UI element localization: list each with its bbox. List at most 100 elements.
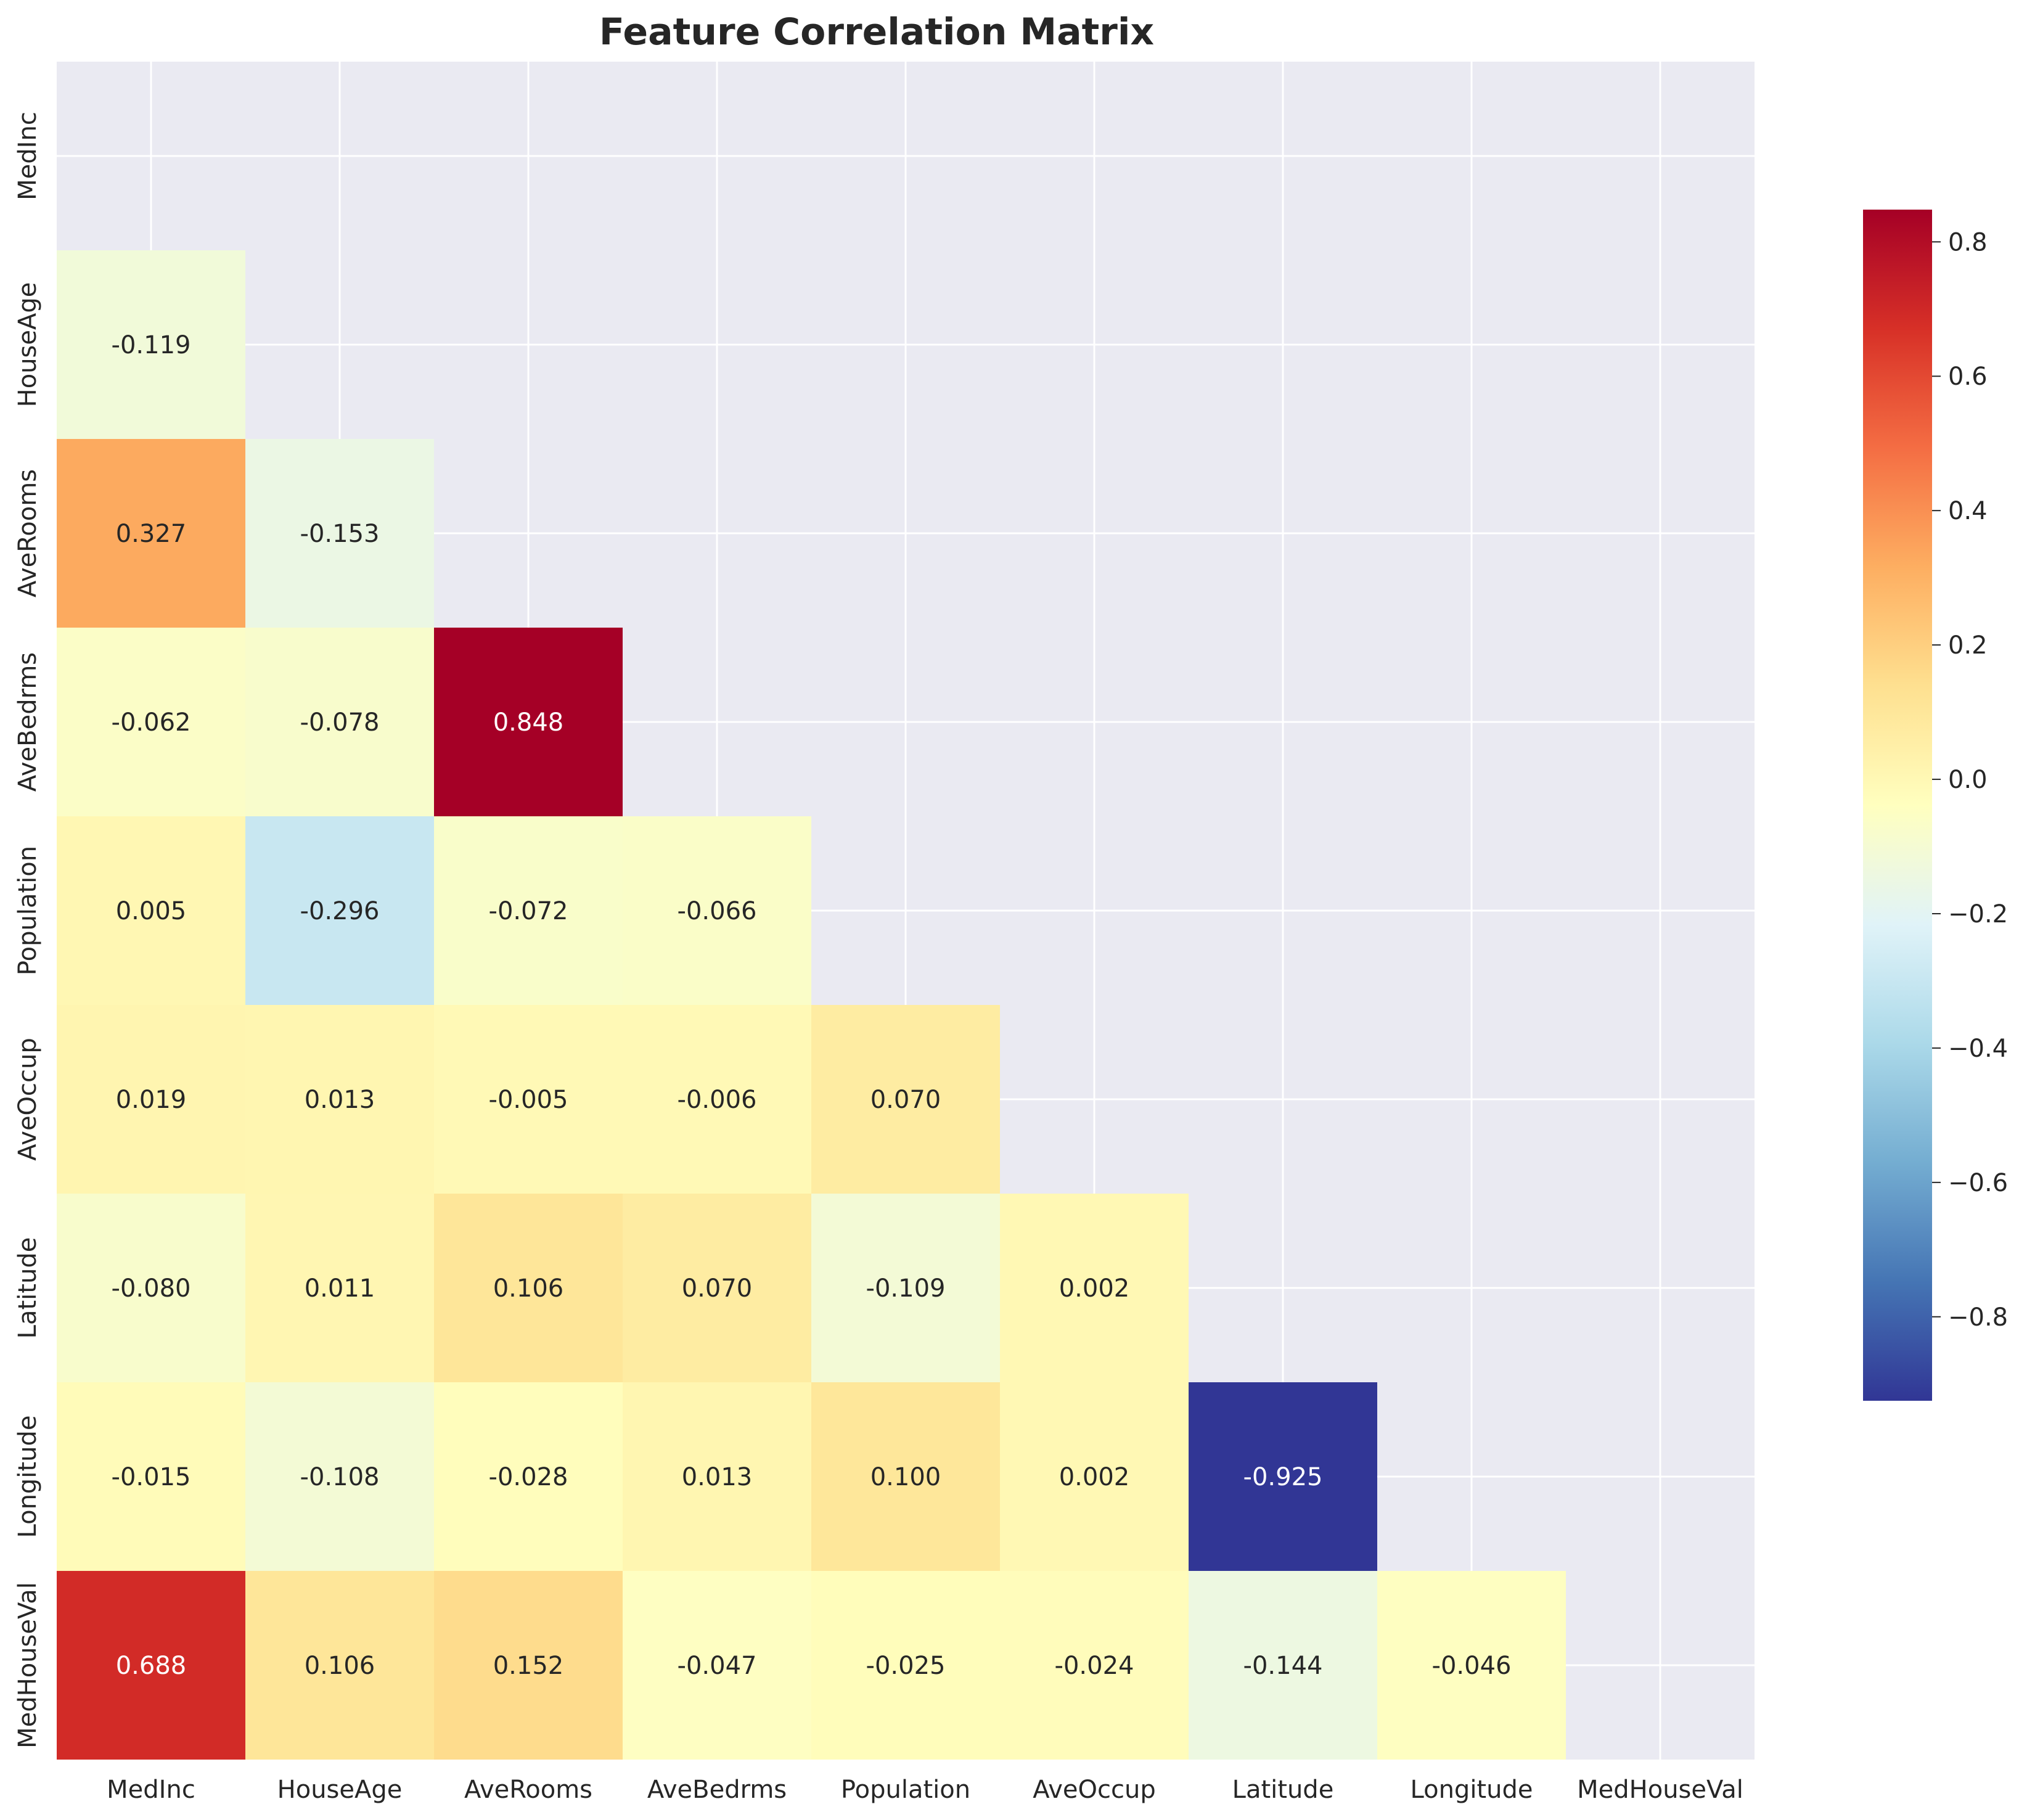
colorbar-gradient — [1863, 210, 1932, 1401]
colorbar-tick-label: 0.8 — [1948, 228, 1988, 256]
plot-area: -0.119 0.327 -0.153 -0.062 -0.078 0.848 0.005 -… — [14, 62, 1755, 1804]
heatmap-cell — [434, 1382, 623, 1571]
cell-value-label: 0.327 — [116, 520, 187, 548]
heatmap-cell — [245, 1194, 434, 1382]
y-tick-label: Population — [14, 846, 42, 975]
heatmap-cell — [57, 628, 245, 816]
cell-value-label: -0.080 — [112, 1274, 191, 1303]
x-tick-label: Latitude — [1232, 1776, 1334, 1804]
cell-value-label: -0.066 — [678, 897, 757, 925]
heatmap-cell — [811, 1005, 1000, 1194]
heatmap-cell — [245, 1005, 434, 1194]
heatmap-cell — [811, 1382, 1000, 1571]
cell-value-label: -0.015 — [112, 1463, 191, 1491]
cell-value-label: 0.011 — [305, 1274, 375, 1303]
cell-value-label: 0.070 — [682, 1274, 753, 1303]
heatmap-cell — [434, 1194, 623, 1382]
colorbar-tick-label: −0.8 — [1948, 1303, 2008, 1332]
y-tick-labels: MedInc HouseAge AveRooms AveBedrms Populatio… — [14, 112, 42, 1748]
y-tick-label: AveOccup — [14, 1038, 42, 1161]
cell-value-label: -0.296 — [300, 897, 380, 925]
x-tick-labels: MedInc HouseAge AveRooms AveBedrms Populatio… — [107, 1776, 1743, 1804]
cell-value-label: 0.100 — [870, 1463, 941, 1491]
cell-value-label: -0.006 — [678, 1086, 757, 1114]
cell-value-label: -0.025 — [866, 1652, 946, 1680]
y-tick-label: MedInc — [14, 112, 42, 200]
cell-value-label: 0.005 — [116, 897, 187, 925]
heatmap-cell — [623, 1005, 811, 1194]
heatmap-cell — [57, 439, 245, 628]
heatmap-cell — [623, 816, 811, 1005]
heatmap-cell — [1377, 1571, 1566, 1760]
heatmap-cell — [57, 1194, 245, 1382]
colorbar-tick-label: 0.2 — [1948, 631, 1988, 660]
heatmap-cell — [1189, 1571, 1377, 1760]
x-tick-label: MedHouseVal — [1577, 1776, 1743, 1804]
colorbar-tick-label: −0.4 — [1948, 1035, 2008, 1063]
y-tick-label: Latitude — [14, 1237, 42, 1339]
cell-value-label: 0.019 — [116, 1086, 187, 1114]
heatmap-cell — [434, 1571, 623, 1760]
heatmap-cell — [57, 250, 245, 439]
heatmap-cell — [811, 1571, 1000, 1760]
heatmap-cell — [57, 1005, 245, 1194]
cell-value-label: 0.152 — [493, 1652, 564, 1680]
heatmap-cell — [245, 1382, 434, 1571]
heatmap-cell — [811, 1194, 1000, 1382]
x-tick-label: Longitude — [1411, 1776, 1533, 1804]
colorbar-tick-label: 0.4 — [1948, 497, 1988, 525]
heatmap-cell — [1000, 1571, 1189, 1760]
heatmap-cell — [1189, 1382, 1377, 1571]
heatmap-cell — [245, 816, 434, 1005]
colorbar: 0.8 0.6 0.4 0.2 0.0 −0.2 −0.4 −0.6 −0.8 — [1863, 210, 2008, 1401]
heatmap-cell — [245, 628, 434, 816]
cell-value-label: 0.848 — [493, 708, 564, 737]
cell-value-label: -0.072 — [489, 897, 568, 925]
cell-value-label: 0.002 — [1059, 1463, 1130, 1491]
cell-value-label: -0.078 — [300, 708, 380, 737]
cell-value-label: -0.046 — [1432, 1652, 1512, 1680]
heatmap-cell — [623, 1571, 811, 1760]
x-tick-label: HouseAge — [277, 1776, 403, 1804]
cell-value-label: 0.106 — [305, 1652, 375, 1680]
heatmap-cell — [1000, 1382, 1189, 1571]
colorbar-tick-label: 0.6 — [1948, 363, 1988, 391]
cell-value-label: 0.013 — [305, 1086, 375, 1114]
heatmap-cells: -0.119 0.327 -0.153 -0.062 -0.078 0.848 0.005 -… — [57, 250, 1566, 1760]
cell-value-label: 0.013 — [682, 1463, 753, 1491]
cell-value-label: -0.119 — [112, 331, 191, 359]
heatmap-cell — [623, 1194, 811, 1382]
cell-value-label: -0.028 — [489, 1463, 568, 1491]
heatmap-cell — [245, 439, 434, 628]
cell-value-label: -0.062 — [112, 708, 191, 737]
heatmap-cell — [245, 1571, 434, 1760]
heatmap-cell — [434, 1005, 623, 1194]
cell-value-label: -0.005 — [489, 1086, 568, 1114]
cell-value-label: -0.108 — [300, 1463, 380, 1491]
cell-value-label: 0.070 — [870, 1086, 941, 1114]
cell-value-label: -0.109 — [866, 1274, 946, 1303]
cell-value-label: -0.153 — [300, 520, 380, 548]
cell-value-label: -0.925 — [1243, 1463, 1323, 1491]
heatmap-cell — [57, 816, 245, 1005]
heatmap-cell — [623, 1382, 811, 1571]
cell-value-label: 0.002 — [1059, 1274, 1130, 1303]
cell-value-label: -0.024 — [1055, 1652, 1134, 1680]
x-tick-label: AveBedrms — [647, 1776, 787, 1804]
cell-value-label: 0.688 — [116, 1652, 187, 1680]
heatmap-cell — [57, 1571, 245, 1760]
colorbar-tick-label: −0.2 — [1948, 900, 2008, 928]
x-tick-label: AveRooms — [464, 1776, 592, 1804]
y-tick-label: Longitude — [14, 1416, 42, 1538]
chart-title: Feature Correlation Matrix — [599, 10, 1154, 54]
heatmap-cell — [57, 1382, 245, 1571]
y-tick-label: AveRooms — [14, 469, 42, 597]
x-tick-label: Population — [841, 1776, 970, 1804]
heatmap-cell — [1000, 1194, 1189, 1382]
colorbar-tick-label: 0.0 — [1948, 766, 1988, 794]
x-tick-label: AveOccup — [1033, 1776, 1156, 1804]
cell-value-label: -0.047 — [678, 1652, 757, 1680]
y-tick-label: HouseAge — [14, 282, 42, 408]
heatmap-cell — [434, 816, 623, 1005]
